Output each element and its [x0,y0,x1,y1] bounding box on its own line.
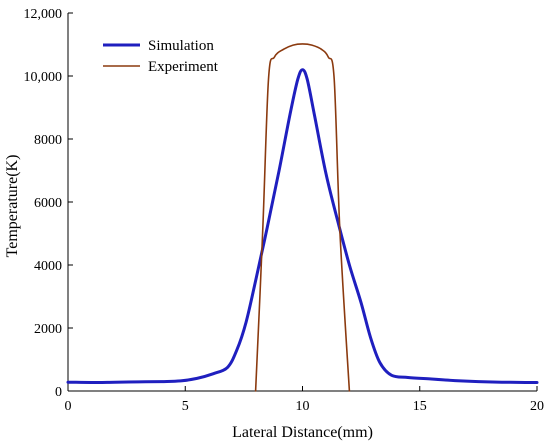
series-layer [66,43,539,392]
y-axis-title: Temperature(K) [4,155,21,258]
x-tick-label: 0 [65,399,72,414]
x-tick-label: 15 [413,399,427,414]
legend-label-simulation: Simulation [148,38,214,54]
x-tick-label: 10 [296,399,310,414]
y-tick-label: 6000 [34,196,62,211]
x-tick-label: 5 [182,399,189,414]
series-line-experiment [254,43,351,392]
axes: 0 5 10 15 20 0 2000 4000 6000 8000 10,000 12,000 Lat… [4,7,544,441]
y-tick-label: 4000 [34,259,62,274]
y-tick-label: 8000 [34,133,62,148]
y-tick-label: 2000 [34,322,62,337]
y-tick-label: 10,000 [24,70,63,85]
y-tick-label: 0 [55,385,62,400]
y-tick-label: 12,000 [24,7,63,22]
legend: Simulation Experiment [103,38,219,75]
series-line-simulation [66,68,539,384]
x-axis-title: Lateral Distance(mm) [232,424,373,441]
legend-label-experiment: Experiment [148,59,219,75]
x-tick-label: 20 [530,399,544,414]
